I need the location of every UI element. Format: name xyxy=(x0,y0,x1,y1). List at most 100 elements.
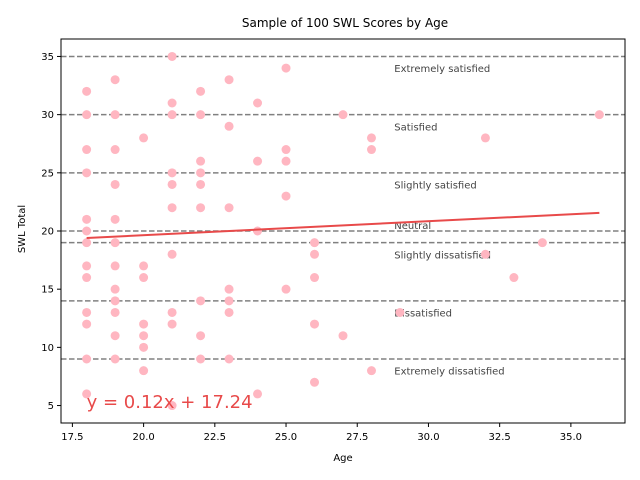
data-point xyxy=(338,331,348,341)
data-point xyxy=(167,51,177,61)
y-tick-label: 30 xyxy=(41,110,54,121)
data-point xyxy=(594,110,604,120)
x-tick-label: 32.5 xyxy=(489,432,511,443)
band-label: Extremely satisfied xyxy=(394,64,490,75)
data-point xyxy=(196,110,206,120)
data-point xyxy=(480,249,490,259)
data-point xyxy=(167,179,177,189)
data-point xyxy=(167,98,177,108)
data-point xyxy=(196,168,206,178)
data-point xyxy=(82,110,92,120)
data-point xyxy=(82,389,92,399)
data-point xyxy=(82,168,92,178)
data-point xyxy=(82,307,92,317)
data-point xyxy=(110,284,120,294)
data-point xyxy=(310,319,320,329)
data-point xyxy=(82,214,92,224)
axes: 17.5 20.0 22.5 25.0 27.5 30.0 32.5 35.0 5 10 15 20 2… xyxy=(41,38,626,443)
data-point xyxy=(366,145,376,155)
y-tick-label: 10 xyxy=(41,343,54,354)
data-point xyxy=(82,354,92,364)
data-point xyxy=(167,110,177,120)
data-point xyxy=(139,342,149,352)
data-point xyxy=(196,156,206,166)
x-tick-label: 35.0 xyxy=(560,432,582,443)
x-axis-label: Age xyxy=(333,453,352,464)
x-tick-label: 30.0 xyxy=(417,432,439,443)
x-tick-label: 25.0 xyxy=(275,432,297,443)
data-point xyxy=(224,75,234,85)
data-point xyxy=(196,179,206,189)
band-label: Dissatisfied xyxy=(394,308,452,319)
data-point xyxy=(82,261,92,271)
data-point xyxy=(281,284,291,294)
data-point xyxy=(110,331,120,341)
data-point xyxy=(480,133,490,143)
band-label: Satisfied xyxy=(394,122,437,133)
data-point xyxy=(139,319,149,329)
data-point xyxy=(139,133,149,143)
data-point xyxy=(509,273,519,283)
data-point xyxy=(224,354,234,364)
data-point xyxy=(82,273,92,283)
y-tick-label: 5 xyxy=(48,401,54,412)
data-point xyxy=(167,249,177,259)
data-point xyxy=(82,319,92,329)
data-point xyxy=(338,110,348,120)
y-axis-label: SWL Total xyxy=(17,205,28,253)
data-point xyxy=(253,226,263,236)
data-point xyxy=(224,307,234,317)
data-points xyxy=(82,51,604,411)
data-point xyxy=(281,156,291,166)
data-point xyxy=(110,145,120,155)
data-point xyxy=(196,331,206,341)
data-point xyxy=(139,331,149,341)
data-point xyxy=(310,377,320,387)
data-point xyxy=(110,296,120,306)
data-point xyxy=(139,366,149,376)
data-point xyxy=(82,145,92,155)
data-point xyxy=(196,354,206,364)
data-point xyxy=(110,110,120,120)
band-label: Slightly satisfied xyxy=(394,180,476,191)
data-point xyxy=(110,354,120,364)
data-point xyxy=(253,156,263,166)
data-point xyxy=(167,203,177,213)
y-tick-label: 35 xyxy=(41,52,54,63)
x-tick-label: 27.5 xyxy=(346,432,368,443)
x-tick-label: 17.5 xyxy=(61,432,83,443)
y-tick-label: 25 xyxy=(41,168,54,179)
data-point xyxy=(224,284,234,294)
data-point xyxy=(310,238,320,248)
x-tick-label: 22.5 xyxy=(204,432,226,443)
chart-title: Sample of 100 SWL Scores by Age xyxy=(242,16,448,30)
data-point xyxy=(167,168,177,178)
data-point xyxy=(167,401,177,411)
data-point xyxy=(82,238,92,248)
data-point xyxy=(139,273,149,283)
data-point xyxy=(110,214,120,224)
data-point xyxy=(110,75,120,85)
data-point xyxy=(253,98,263,108)
data-point xyxy=(366,133,376,143)
data-point xyxy=(395,307,405,317)
data-point xyxy=(224,203,234,213)
x-tick-label: 20.0 xyxy=(132,432,154,443)
data-point xyxy=(281,63,291,73)
band-label: Extremely dissatisfied xyxy=(394,367,504,378)
regression-line-group: y = 0.12x + 17.24 xyxy=(86,211,600,413)
data-point xyxy=(537,238,547,248)
data-point xyxy=(196,296,206,306)
data-point xyxy=(110,261,120,271)
data-point xyxy=(281,191,291,201)
data-point xyxy=(167,307,177,317)
y-tick-label: 20 xyxy=(41,227,54,238)
data-point xyxy=(82,86,92,96)
data-point xyxy=(253,389,263,399)
regression-line xyxy=(86,211,600,239)
data-point xyxy=(366,366,376,376)
data-point xyxy=(110,307,120,317)
band-label: Slightly dissatisfied xyxy=(394,250,491,261)
